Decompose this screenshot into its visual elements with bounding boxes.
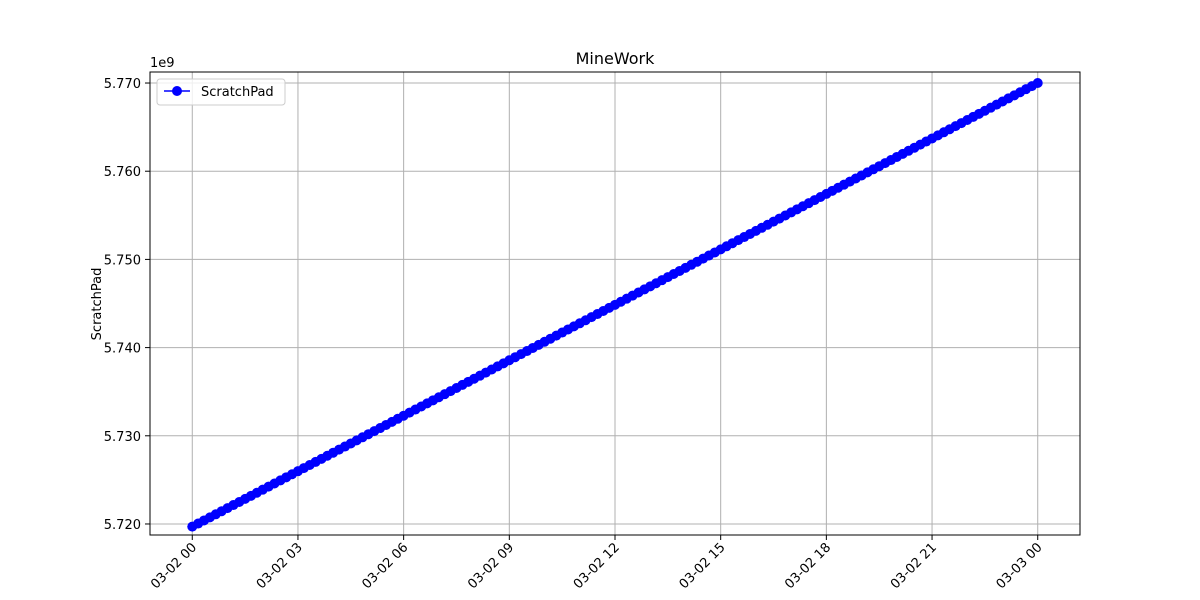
legend-label: ScratchPad <box>201 85 274 100</box>
series-scratchpad <box>187 78 1043 532</box>
y-axis-label: ScratchPad <box>90 268 105 341</box>
grid <box>150 72 1080 535</box>
y-tick-label: 5.770 <box>104 77 141 92</box>
y-tick-label: 5.720 <box>104 518 141 533</box>
y-tick-label: 5.730 <box>104 430 141 445</box>
plot-area <box>187 78 1043 532</box>
data-point <box>1032 78 1043 89</box>
legend-marker <box>172 86 182 96</box>
y-offset-label: 1e9 <box>150 56 175 71</box>
legend: ScratchPad <box>156 78 286 106</box>
y-tick-label: 5.740 <box>104 342 141 357</box>
chart-title: MineWork <box>576 49 655 68</box>
y-tick-label: 5.750 <box>104 253 141 268</box>
y-tick-label: 5.760 <box>104 165 141 180</box>
legend-box <box>156 78 286 106</box>
